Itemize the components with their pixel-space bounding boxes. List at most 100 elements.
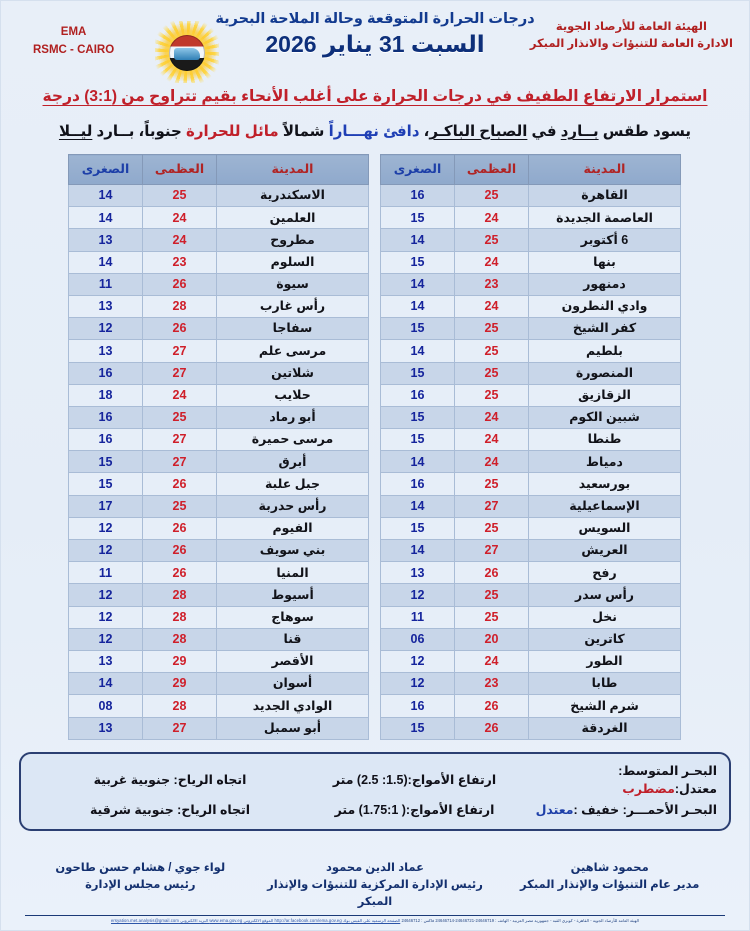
table-row: شرم الشيخ 26 16	[380, 694, 681, 718]
summary-segment: شمالاً	[278, 123, 329, 140]
cell-min-temp: 13	[68, 339, 143, 363]
cell-city: الزقازيق	[528, 383, 681, 407]
cell-min-temp: 15	[68, 450, 143, 474]
cell-max-temp: 26	[142, 538, 217, 563]
cell-min-temp: 11	[68, 561, 143, 585]
ema-code-block: EMA RSMC - CAIRO	[33, 23, 114, 60]
footer-divider	[25, 915, 725, 917]
cell-min-temp: 15	[68, 472, 143, 496]
sea-name-and-state: البحـر الأحمـــر: خفيف :معتدل	[522, 801, 717, 820]
cell-city: رأس حدربة	[216, 494, 369, 518]
column-header-max: العظمى	[454, 154, 529, 185]
cell-min-temp: 11	[68, 272, 143, 296]
cell-min-temp: 14	[380, 494, 455, 518]
cell-max-temp: 23	[454, 672, 529, 696]
table-row: وادي النطرون 24 14	[380, 294, 681, 319]
cell-city: مرسى حميرة	[216, 428, 369, 452]
table-row: طابا 23 12	[380, 672, 681, 696]
cell-max-temp: 26	[454, 694, 529, 718]
cell-city: الطور	[528, 649, 681, 674]
title-block: درجات الحرارة المتوقعة وحالة الملاحة الب…	[1, 11, 749, 58]
cell-max-temp: 25	[454, 339, 529, 363]
cell-max-temp: 26	[142, 317, 217, 341]
cell-min-temp: 16	[68, 361, 143, 385]
table-row: السلوم 23 14	[68, 250, 369, 274]
table-row: سفاجا 26 12	[68, 317, 369, 341]
cell-city: وادي النطرون	[528, 294, 681, 319]
cell-city: المنيا	[216, 561, 369, 585]
column-header-max: العظمى	[142, 154, 217, 185]
cell-max-temp: 28	[142, 294, 217, 319]
summary-segment: دافئ نهـــاراً	[328, 123, 420, 140]
cell-city: مرسى علم	[216, 339, 369, 363]
cell-min-temp: 16	[380, 383, 455, 407]
cell-city: رأس سدر	[528, 583, 681, 607]
signatory-title: رئيس مجلس الإدارة	[85, 878, 196, 891]
cell-min-temp: 15	[380, 361, 455, 385]
table-row: الأقصر 29 13	[68, 649, 369, 674]
cell-city: حلايب	[216, 383, 369, 407]
cell-city: الغردقة	[528, 716, 681, 740]
footer-links[interactable]: الصفحة الرسمية على الفيس بوك http://ar.f…	[110, 918, 401, 924]
cell-city: السويس	[528, 516, 681, 541]
ema-emblem-icon	[169, 35, 205, 71]
cell-max-temp: 25	[454, 317, 529, 341]
cell-city: بني سويف	[216, 538, 369, 563]
signatory-name: لواء جوي / هشام حسن طاحون	[55, 861, 226, 874]
cell-max-temp: 25	[142, 183, 217, 208]
signatory-name: عماد الدين محمود	[326, 861, 424, 874]
cell-max-temp: 25	[454, 361, 529, 385]
cell-min-temp: 14	[380, 450, 455, 474]
cell-max-temp: 29	[142, 672, 217, 696]
cell-city: العلمين	[216, 206, 369, 230]
cell-max-temp: 27	[142, 450, 217, 474]
cell-min-temp: 08	[68, 694, 143, 718]
cell-city: أبو سمبل	[216, 716, 369, 740]
cell-max-temp: 25	[454, 583, 529, 607]
cell-min-temp: 14	[380, 538, 455, 563]
summary-segment: ،	[419, 123, 430, 140]
cell-max-temp: 26	[142, 561, 217, 585]
cell-min-temp: 15	[380, 206, 455, 230]
table-row: أبو رماد 25 16	[68, 405, 369, 430]
agency-name-line2: الادارة العامة للتنبؤات والانذار المبكر	[529, 37, 733, 50]
sea-state-primary: خفيف :	[573, 803, 620, 818]
cell-min-temp: 12	[380, 672, 455, 696]
wind-direction: اتجاه الرياح: جنوبية شرقية	[89, 803, 251, 818]
cell-city: سيوة	[216, 272, 369, 296]
cell-max-temp: 27	[142, 339, 217, 363]
cell-city: أبو رماد	[216, 405, 369, 430]
cell-min-temp: 15	[380, 716, 455, 740]
cell-city: الأقصر	[216, 649, 369, 674]
summary-segment: ليــلا	[58, 123, 93, 140]
table-row: شبين الكوم 24 15	[380, 405, 681, 430]
table-row: الطور 24 12	[380, 649, 681, 674]
table-row: أسوان 29 14	[68, 672, 369, 696]
cell-max-temp: 26	[142, 472, 217, 496]
signature-block: لواء جوي / هشام حسن طاحون رئيس مجلس الإد…	[23, 860, 258, 912]
cell-min-temp: 14	[380, 228, 455, 252]
cell-max-temp: 28	[142, 694, 217, 718]
cell-min-temp: 16	[380, 694, 455, 718]
cell-city: جبل علبة	[216, 472, 369, 496]
cell-max-temp: 25	[454, 516, 529, 541]
column-header-min: الصغرى	[68, 154, 143, 185]
table-row: أبو سمبل 27 13	[68, 716, 369, 740]
ema-logo-icon	[153, 21, 221, 83]
table-row: الفيوم 26 12	[68, 516, 369, 541]
cell-city: رفح	[528, 561, 681, 585]
table-row: طنطا 24 15	[380, 428, 681, 452]
table-row: دمياط 24 14	[380, 450, 681, 474]
table-row: رأس سدر 25 12	[380, 583, 681, 607]
sea-state-secondary: مضطرب	[622, 782, 675, 797]
table-row: سوهاج 28 12	[68, 605, 369, 629]
table-header-row: المدينة العظمى الصغرى	[68, 154, 369, 185]
table-row: القاهرة 25 16	[380, 183, 681, 208]
cell-min-temp: 16	[380, 183, 455, 208]
cell-max-temp: 27	[142, 716, 217, 740]
cell-min-temp: 14	[380, 294, 455, 319]
forecast-rows-left: الاسكندرية 25 14 العلمين 24 14 مطروح 24 13 السلوم…	[68, 183, 369, 740]
cell-max-temp: 24	[454, 206, 529, 230]
cell-min-temp: 13	[68, 716, 143, 740]
